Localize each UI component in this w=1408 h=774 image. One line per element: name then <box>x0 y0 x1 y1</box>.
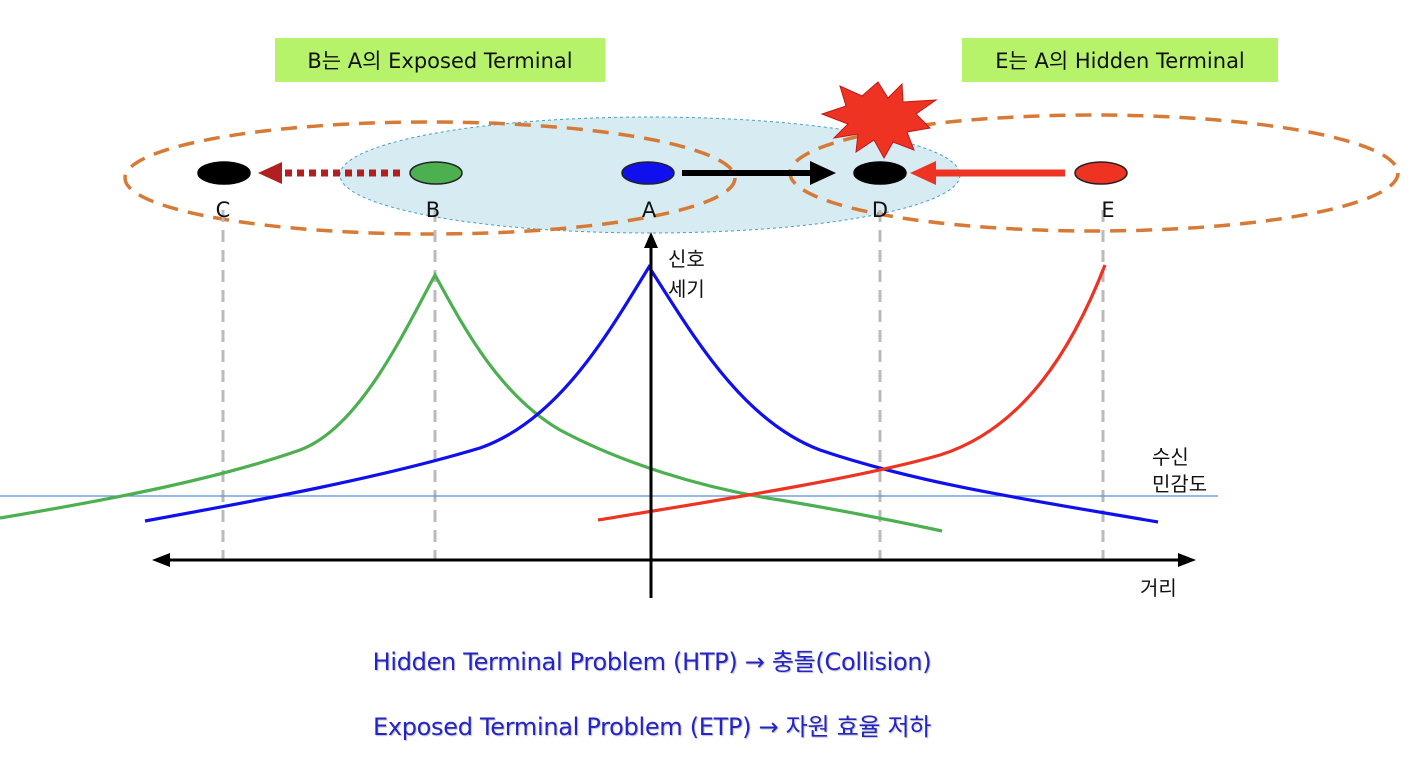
blue-signal-curve <box>144 264 1159 524</box>
exposed-terminal-label: B는 A의 Exposed Terminal <box>275 38 605 82</box>
red-signal-curve <box>597 264 1107 522</box>
collision-burst-icon <box>820 81 938 160</box>
b-range-ellipse <box>123 120 737 236</box>
node-b-label: B <box>426 198 440 222</box>
x-axis-arrow-right <box>1178 553 1196 567</box>
hidden-terminal-label: E는 A의 Hidden Terminal <box>962 38 1278 82</box>
a-to-d-arrow-head <box>810 161 836 185</box>
x-axis-label: 거리 <box>1140 576 1177 600</box>
node-b <box>409 161 463 185</box>
node-c <box>197 161 251 185</box>
green-signal-curve <box>0 271 943 533</box>
node-e-label: E <box>1101 198 1114 222</box>
x-axis-arrow-left <box>152 553 170 567</box>
node-c-label: C <box>216 198 231 222</box>
y-axis-label-line1: 신호 <box>668 247 705 271</box>
node-a-label: A <box>642 198 657 222</box>
node-e <box>1074 161 1128 185</box>
guide-lines <box>221 210 1105 560</box>
etp-caption: Exposed Terminal Problem (ETP) → 자원 효율 저… <box>372 713 932 741</box>
e-to-d-arrow-head <box>910 161 936 185</box>
node-a <box>621 161 675 185</box>
htp-caption: Hidden Terminal Problem (HTP) → 충돌(Colli… <box>372 648 932 676</box>
threshold-label-line1: 수신 <box>1152 445 1189 469</box>
exposed-arrow-head <box>258 162 282 184</box>
node-d <box>853 161 907 185</box>
node-d-label: D <box>872 198 888 222</box>
threshold-label-line2: 민감도 <box>1152 472 1207 496</box>
y-axis-arrow-head <box>644 232 658 248</box>
y-axis-label-line2: 세기 <box>668 277 705 301</box>
